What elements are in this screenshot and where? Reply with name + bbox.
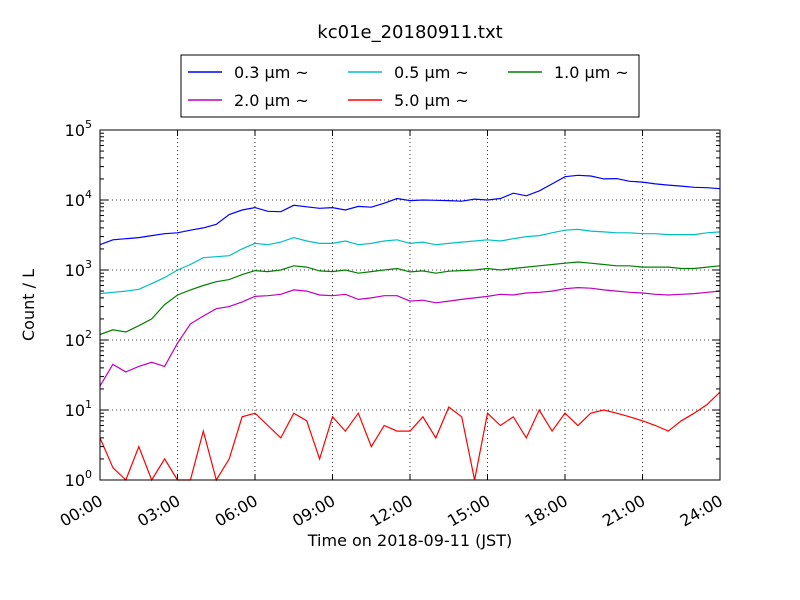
legend-label: 0.3 μm ~ xyxy=(234,63,309,82)
y-tick-label: 100 xyxy=(65,468,92,490)
x-tick-label: 12:00 xyxy=(367,491,416,531)
legend-label: 5.0 μm ~ xyxy=(394,91,469,110)
series-line xyxy=(99,391,721,482)
y-tick-label: 104 xyxy=(65,188,92,210)
x-tick-label: 00:00 xyxy=(57,491,106,531)
x-tick-label: 18:00 xyxy=(522,491,571,531)
legend-box xyxy=(180,54,640,118)
grid xyxy=(100,130,720,480)
y-tick-label: 101 xyxy=(65,398,92,420)
plot-area xyxy=(100,130,720,480)
x-axis-label: Time on 2018-09-11 (JST) xyxy=(307,531,512,550)
series-layer xyxy=(99,174,721,482)
legend: 0.3 μm ~ 0.5 μm ~ 1.0 μm ~ 2.0 μm ~ 5.0 μm ~ xyxy=(180,54,640,118)
y-tick-label: 105 xyxy=(65,118,92,140)
series-line xyxy=(99,286,721,387)
x-tick-label: 03:00 xyxy=(134,491,183,531)
y-tick-label: 102 xyxy=(65,328,92,350)
legend-label: 2.0 μm ~ xyxy=(234,91,309,110)
x-tick-label: 15:00 xyxy=(444,491,493,531)
legend-label: 1.0 μm ~ xyxy=(554,63,629,82)
series-line xyxy=(99,228,721,295)
x-tick-label: 24:00 xyxy=(677,491,726,531)
x-tick-label: 06:00 xyxy=(212,491,261,531)
x-tick-label: 09:00 xyxy=(289,491,338,531)
y-axis-label: Count / L xyxy=(19,269,38,341)
legend-label: 0.5 μm ~ xyxy=(394,63,469,82)
y-tick-label: 103 xyxy=(65,258,92,280)
x-tick-label: 21:00 xyxy=(599,491,648,531)
series-line xyxy=(99,174,721,246)
chart-title: kc01e_20180911.txt xyxy=(317,22,502,43)
series-line xyxy=(99,261,721,336)
